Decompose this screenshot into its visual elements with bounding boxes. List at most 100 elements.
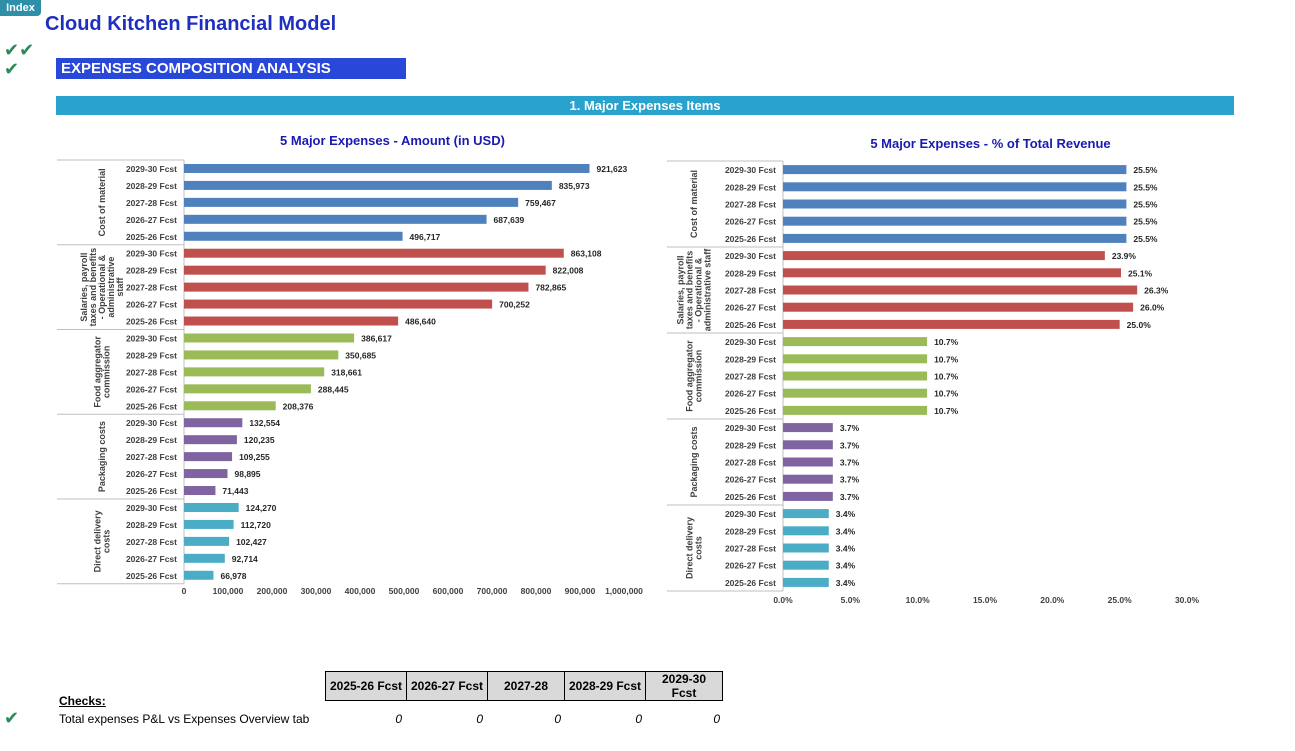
percent-category-label: 2026-27 Fcst bbox=[725, 475, 776, 485]
amount-x-tick-label: 700,000 bbox=[477, 586, 508, 596]
index-button[interactable]: Index bbox=[0, 0, 41, 16]
amount-data-label: 687,639 bbox=[494, 215, 525, 225]
amount-bar bbox=[184, 248, 564, 258]
amount-data-label: 835,973 bbox=[559, 181, 590, 191]
percent-bar bbox=[783, 474, 833, 484]
amount-data-label: 759,467 bbox=[525, 198, 556, 208]
amount-category-label: 2027-28 Fcst bbox=[126, 198, 177, 208]
percent-category-label: 2029-30 Fcst bbox=[725, 251, 776, 261]
percent-group-label: Direct deliverycosts bbox=[685, 517, 704, 579]
amount-group-label-line: staff bbox=[115, 277, 125, 297]
amount-bar bbox=[184, 384, 311, 394]
amount-group-label: Salaries, payrolltaxes and benefits- Ope… bbox=[79, 248, 125, 327]
percent-data-label: 3.4% bbox=[836, 544, 856, 554]
percent-bar bbox=[783, 251, 1105, 261]
percent-category-label: 2026-27 Fcst bbox=[725, 217, 776, 227]
percent-category-label: 2027-28 Fcst bbox=[725, 286, 776, 296]
amount-data-label: 102,427 bbox=[236, 537, 267, 547]
percent-chart-title: 5 Major Expenses - % of Total Revenue bbox=[870, 136, 1111, 151]
amount-bar bbox=[184, 570, 214, 580]
percent-category-label: 2027-28 Fcst bbox=[725, 372, 776, 382]
percent-group-label-line: Food aggregator bbox=[685, 340, 695, 412]
amount-group-label-line: taxes and benefits bbox=[88, 248, 98, 327]
amount-bar bbox=[184, 502, 239, 512]
amount-category-label: 2029-30 Fcst bbox=[126, 249, 177, 259]
amount-chart-title: 5 Major Expenses - Amount (in USD) bbox=[280, 133, 505, 148]
checks-col-header: 2028-29 Fcst bbox=[564, 671, 646, 701]
amount-bar bbox=[184, 316, 399, 326]
amount-group-label-line: Packaging costs bbox=[97, 421, 107, 492]
amount-x-tick-label: 800,000 bbox=[521, 586, 552, 596]
percent-category-label: 2028-29 Fcst bbox=[725, 268, 776, 278]
amount-bar bbox=[184, 231, 403, 241]
percent-bar bbox=[783, 560, 829, 570]
percent-data-label: 3.4% bbox=[836, 526, 856, 536]
percent-bar bbox=[783, 233, 1127, 243]
amount-category-label: 2029-30 Fcst bbox=[126, 418, 177, 428]
percent-bar bbox=[783, 302, 1134, 312]
percent-bar bbox=[783, 354, 928, 364]
percent-data-label: 25.5% bbox=[1133, 182, 1158, 192]
amount-category-label: 2026-27 Fcst bbox=[126, 384, 177, 394]
amount-group-label-line: - Operational & bbox=[97, 254, 107, 319]
amount-bar bbox=[184, 197, 519, 207]
amount-category-label: 2027-28 Fcst bbox=[126, 283, 177, 293]
checks-value: 0 bbox=[554, 712, 561, 726]
subsection-banner: 1. Major Expenses Items bbox=[56, 96, 1234, 115]
percent-bar bbox=[783, 371, 928, 381]
amount-data-label: 863,108 bbox=[571, 249, 602, 259]
amount-bar bbox=[184, 452, 233, 462]
amount-bar bbox=[184, 553, 225, 563]
checks-header-table: 2025-26 Fcst 2026-27 Fcst 2027-28 2028-2… bbox=[325, 671, 723, 701]
double-check-icon: ✔✔ bbox=[4, 40, 35, 60]
amount-bar bbox=[184, 180, 552, 190]
amount-data-label: 700,252 bbox=[499, 300, 530, 310]
checks-value: 0 bbox=[395, 712, 402, 726]
amount-x-tick-label: 600,000 bbox=[433, 586, 464, 596]
percent-data-label: 3.4% bbox=[836, 561, 856, 571]
amount-x-tick-label: 300,000 bbox=[301, 586, 332, 596]
amount-category-label: 2029-30 Fcst bbox=[126, 503, 177, 513]
percent-category-label: 2028-29 Fcst bbox=[725, 526, 776, 536]
percent-category-label: 2029-30 Fcst bbox=[725, 509, 776, 519]
percent-category-label: 2028-29 Fcst bbox=[725, 440, 776, 450]
amount-category-label: 2028-29 Fcst bbox=[126, 266, 177, 276]
percent-data-label: 3.7% bbox=[840, 423, 860, 433]
amount-x-tick-label: 0 bbox=[182, 586, 187, 596]
check-icon: ✔ bbox=[4, 59, 20, 79]
percent-category-label: 2027-28 Fcst bbox=[725, 458, 776, 468]
percent-category-label: 2028-29 Fcst bbox=[725, 182, 776, 192]
amount-x-tick-label: 900,000 bbox=[565, 586, 596, 596]
percent-category-label: 2026-27 Fcst bbox=[725, 561, 776, 571]
percent-bar bbox=[783, 423, 833, 433]
amount-bar bbox=[184, 418, 243, 428]
amount-data-label: 496,717 bbox=[410, 232, 441, 242]
percent-bar bbox=[783, 199, 1127, 209]
percent-bar bbox=[783, 388, 928, 398]
amount-category-label: 2028-29 Fcst bbox=[126, 350, 177, 360]
percent-x-tick-label: 15.0% bbox=[973, 595, 998, 605]
percent-data-label: 3.7% bbox=[840, 475, 860, 485]
amount-group-label-line: Salaries, payroll bbox=[79, 253, 89, 322]
amount-category-label: 2029-30 Fcst bbox=[126, 164, 177, 174]
amount-bar bbox=[184, 519, 234, 529]
percent-x-tick-label: 10.0% bbox=[906, 595, 931, 605]
checks-value: 0 bbox=[476, 712, 483, 726]
percent-bar bbox=[783, 268, 1122, 278]
amount-data-label: 92,714 bbox=[232, 554, 258, 564]
percent-category-label: 2027-28 Fcst bbox=[725, 544, 776, 554]
percent-group-label-line: commission bbox=[694, 350, 704, 403]
amount-category-label: 2025-26 Fcst bbox=[126, 317, 177, 327]
percent-bar bbox=[783, 543, 829, 553]
percent-group-label-line: - Operational & bbox=[694, 257, 704, 322]
amount-data-label: 66,978 bbox=[220, 571, 246, 581]
amount-bar bbox=[184, 350, 339, 360]
percent-category-label: 2025-26 Fcst bbox=[725, 234, 776, 244]
percent-data-label: 25.5% bbox=[1133, 165, 1158, 175]
amount-x-tick-label: 400,000 bbox=[345, 586, 376, 596]
amount-category-label: 2025-26 Fcst bbox=[126, 401, 177, 411]
amount-category-label: 2026-27 Fcst bbox=[126, 300, 177, 310]
amount-group-label: Packaging costs bbox=[97, 421, 107, 492]
percent-category-label: 2028-29 Fcst bbox=[725, 354, 776, 364]
percent-data-label: 26.3% bbox=[1144, 286, 1169, 296]
